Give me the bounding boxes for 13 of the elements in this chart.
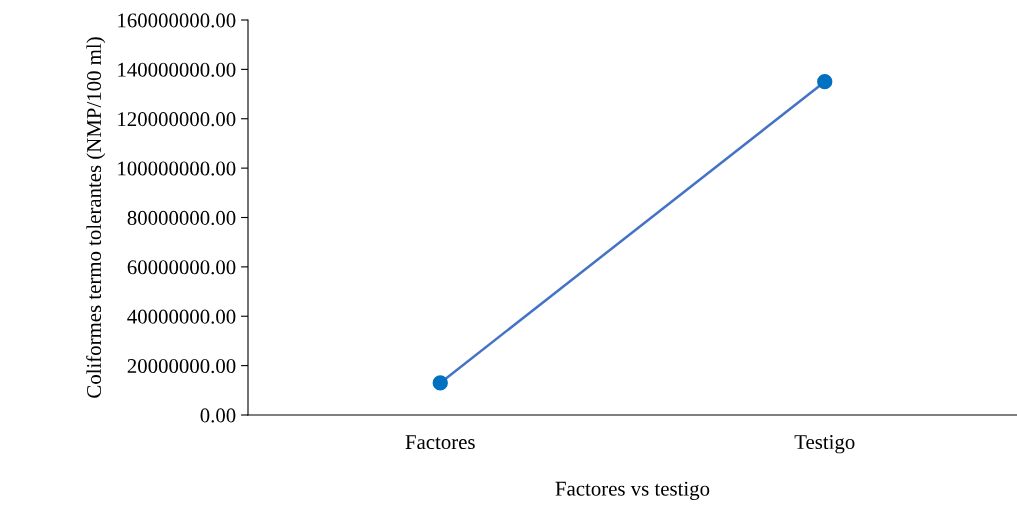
y-tick-label: 160000000.00 — [118, 13, 236, 28]
y-tick-label: 60000000.00 — [127, 260, 236, 275]
y-tick-label: 140000000.00 — [118, 62, 236, 77]
x-axis-title: Factores vs testigo — [555, 481, 710, 501]
y-axis-title: Coliformes termo tolerantes (NMP/100 ml) — [86, 37, 106, 398]
y-tick-label: 0.00 — [200, 408, 236, 423]
x-tick-label: Factores — [405, 435, 475, 450]
y-tick-label: 20000000.00 — [127, 359, 236, 374]
y-tick-label: 120000000.00 — [118, 112, 236, 127]
y-tick-label: 100000000.00 — [118, 161, 236, 176]
y-tick-label: 40000000.00 — [127, 309, 236, 324]
y-tick-label: 80000000.00 — [127, 210, 236, 226]
x-tick-label: Testigo — [794, 435, 855, 454]
